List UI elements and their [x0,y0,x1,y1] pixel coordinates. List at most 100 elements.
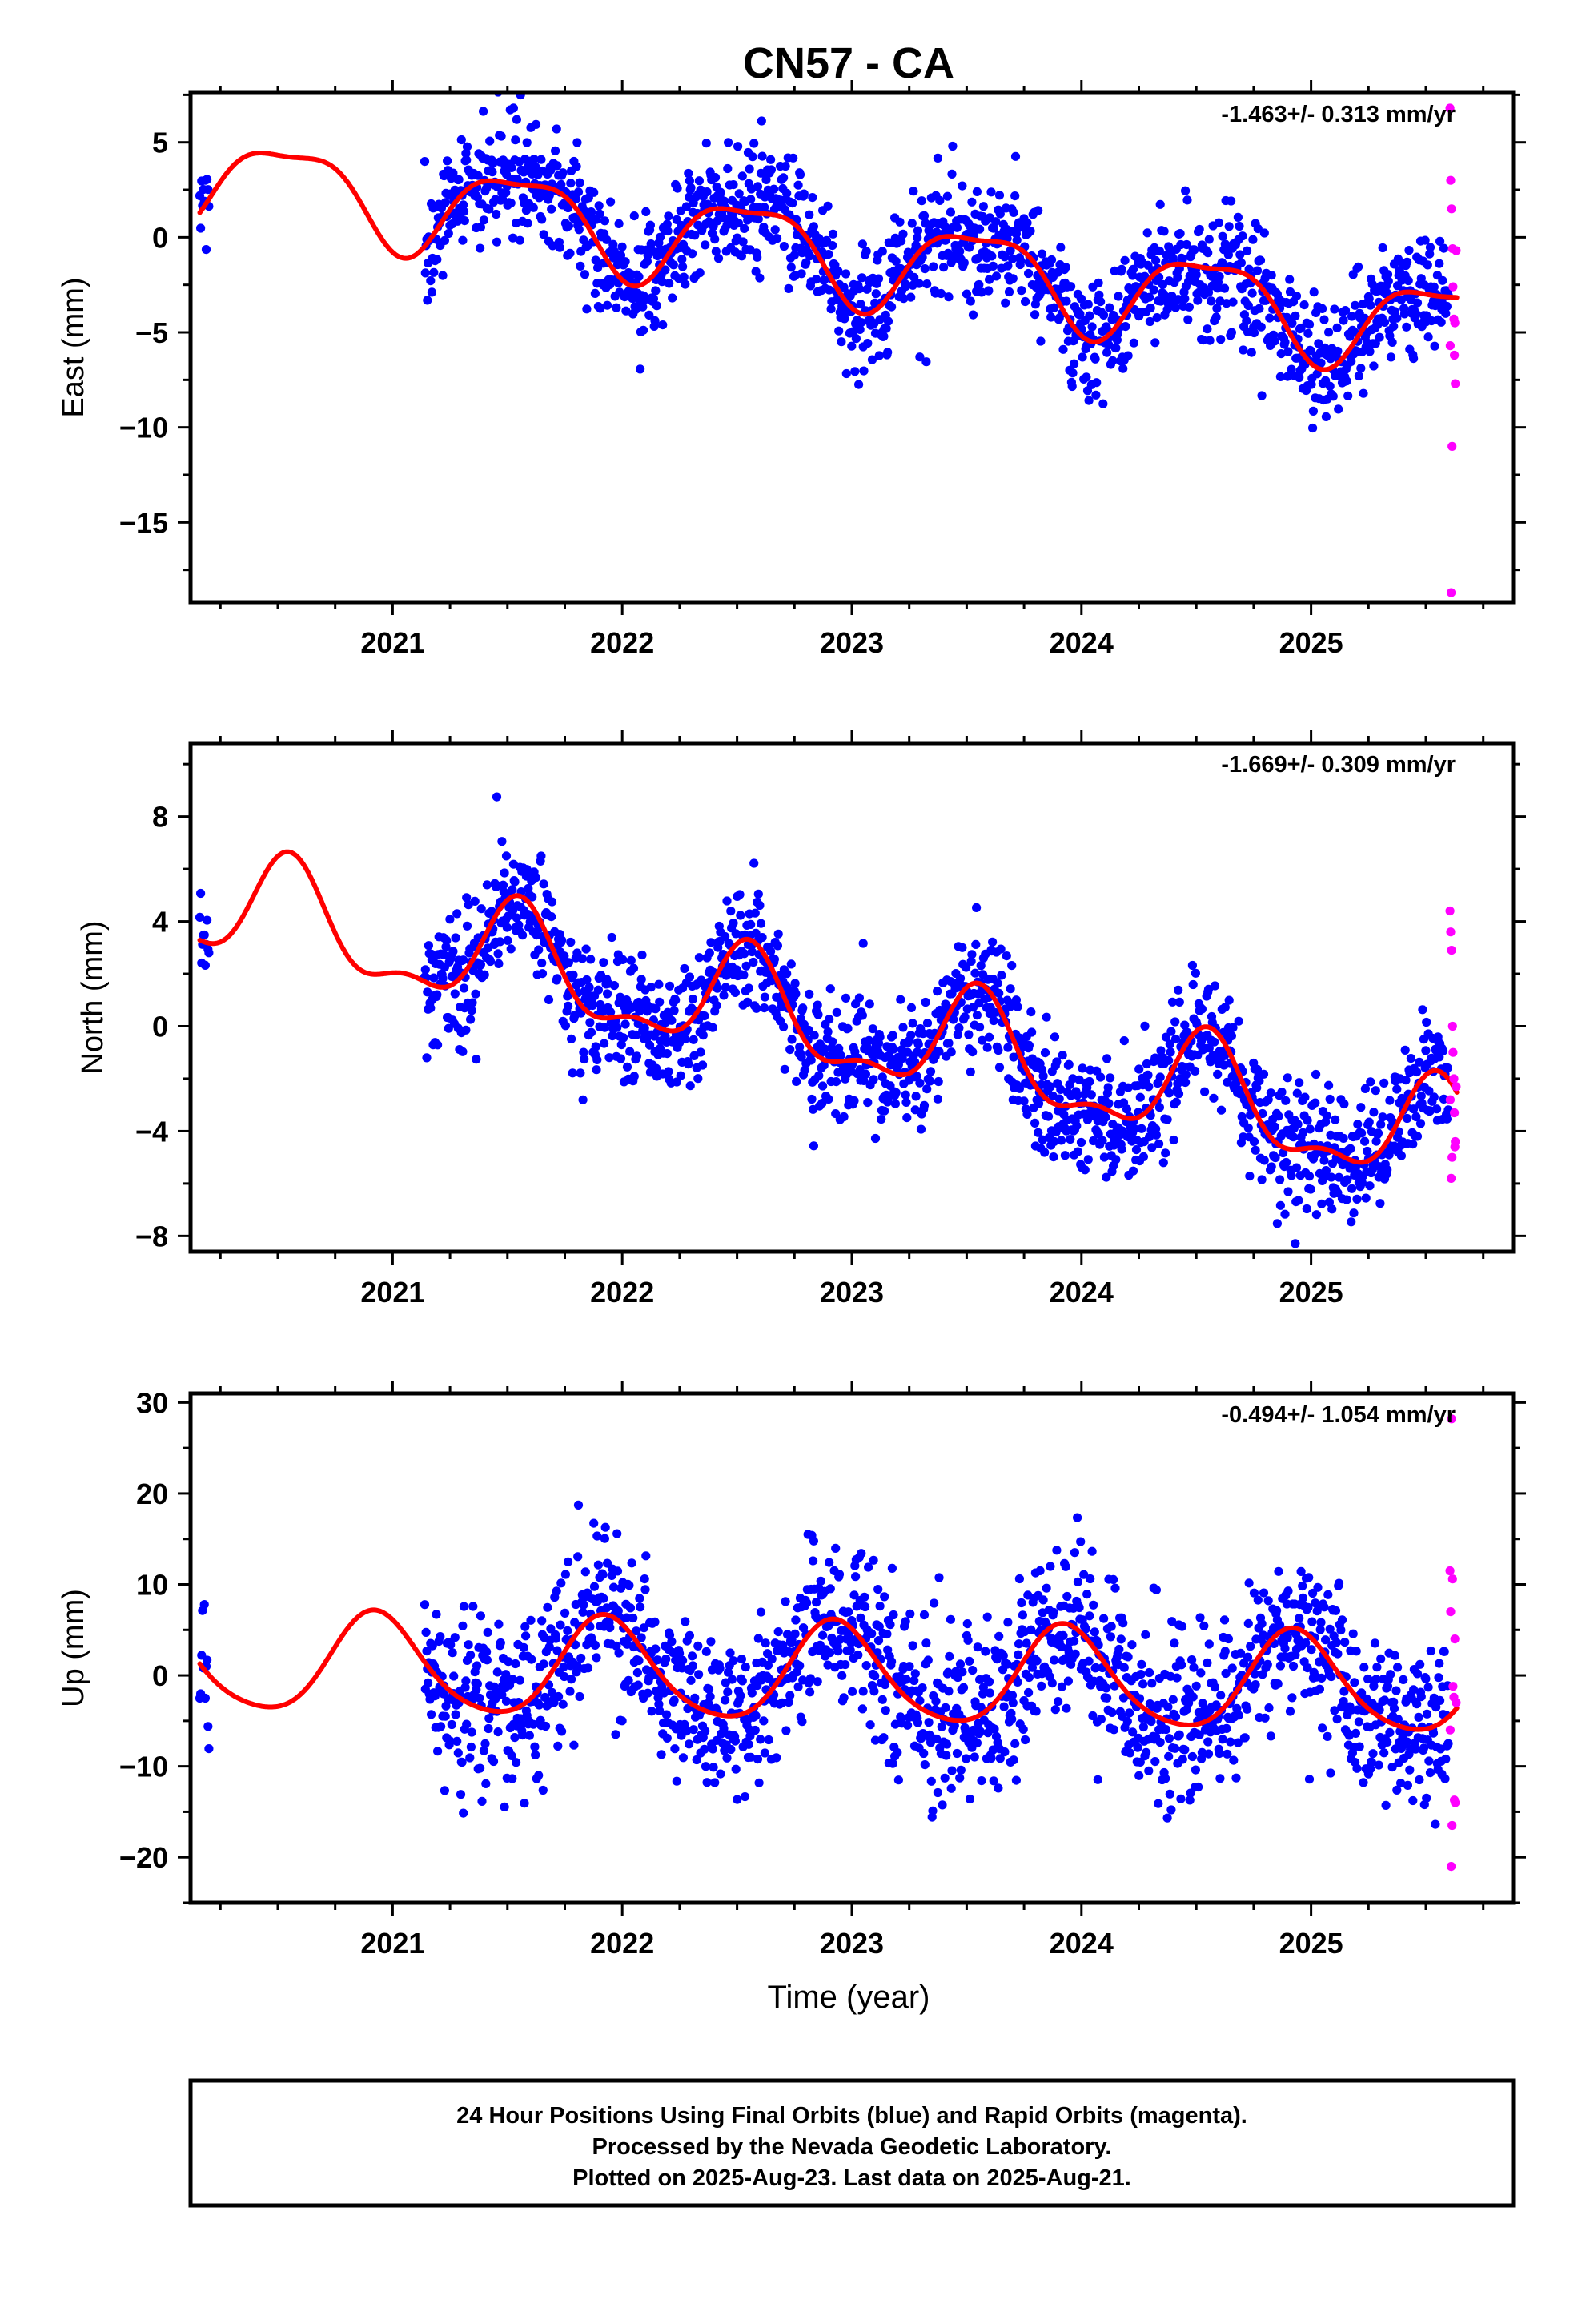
final-point [1371,1675,1381,1684]
final-point [1326,1768,1335,1778]
final-point [862,284,872,294]
final-point [1244,1578,1254,1588]
final-point [1379,317,1390,327]
final-point [451,1710,460,1719]
final-point [1017,1598,1026,1608]
rapid-point [1447,588,1456,597]
final-point [897,236,906,246]
final-point [924,1718,934,1727]
final-point [677,220,686,231]
final-point [620,257,630,267]
final-point [994,1063,1005,1072]
final-point [1047,1679,1057,1688]
final-point [932,1734,942,1744]
final-point [921,997,930,1007]
rapid-point [1452,246,1461,255]
final-point [1062,1703,1071,1713]
final-point [1369,361,1379,371]
final-point [1060,1654,1070,1663]
final-point [1365,347,1375,356]
final-point [883,316,893,326]
final-point [1102,1683,1111,1693]
final-point [625,1603,636,1613]
final-point [1323,1590,1333,1599]
final-point [603,989,612,999]
final-point [831,1077,841,1087]
final-point [571,194,580,204]
final-point [448,947,458,956]
final-point [701,139,711,148]
final-point [1199,336,1208,345]
final-point [1393,1663,1403,1672]
final-point [1270,1122,1279,1132]
final-point [1099,1152,1109,1162]
final-point [585,1018,595,1027]
final-point [1024,1040,1034,1050]
final-point [669,1695,679,1705]
final-point [1061,263,1070,272]
final-point [1123,1083,1133,1092]
final-point [632,1668,643,1678]
final-point [1011,995,1021,1005]
final-point [1257,1619,1267,1629]
final-point [560,1570,571,1579]
final-point [913,233,922,243]
rapid-point [1447,1173,1456,1183]
final-point [600,1534,610,1543]
final-point [753,215,763,224]
final-point [573,1552,583,1562]
final-point [1396,1151,1406,1160]
final-point [737,1676,747,1686]
final-point [1360,1084,1370,1093]
final-point [789,251,799,260]
final-point [953,1030,962,1039]
final-point [688,1651,697,1661]
final-point [1390,1651,1399,1660]
final-point [584,983,594,992]
final-point [851,334,861,344]
final-point [622,1062,632,1072]
final-point [799,189,809,199]
final-point [934,1076,943,1087]
final-point [629,211,639,221]
final-point [612,303,621,312]
final-point [609,247,620,256]
final-point [1050,303,1059,312]
final-point [1035,1566,1045,1575]
final-point [1203,1658,1212,1667]
final-point [806,1055,816,1065]
final-point [588,1000,597,1011]
final-point [1083,1155,1093,1164]
final-point [861,1661,871,1671]
final-point [1422,1017,1431,1027]
final-point [1180,1745,1190,1755]
final-point [1330,1706,1339,1715]
final-point [1170,303,1181,312]
final-point [501,1696,512,1706]
final-point [420,965,430,975]
final-point [823,1660,833,1670]
final-point [600,1023,610,1032]
final-point [534,945,544,955]
final-point [1408,1140,1418,1149]
final-point [893,1775,903,1785]
final-point [1416,1091,1426,1100]
final-point [1408,1795,1418,1806]
final-point [1245,1172,1255,1181]
final-point [1119,1036,1129,1046]
final-point [1386,352,1396,362]
final-point [1203,324,1212,334]
final-point [1007,1691,1018,1700]
final-point [1016,256,1026,266]
final-point [673,183,682,193]
final-point [1333,346,1343,356]
final-point [665,981,675,991]
final-point [556,1620,565,1630]
final-point [976,961,986,971]
final-point [594,201,604,211]
final-point [621,306,631,316]
final-point [702,187,712,197]
final-point [1372,1663,1382,1672]
final-point [897,1053,907,1063]
final-point [427,287,437,297]
